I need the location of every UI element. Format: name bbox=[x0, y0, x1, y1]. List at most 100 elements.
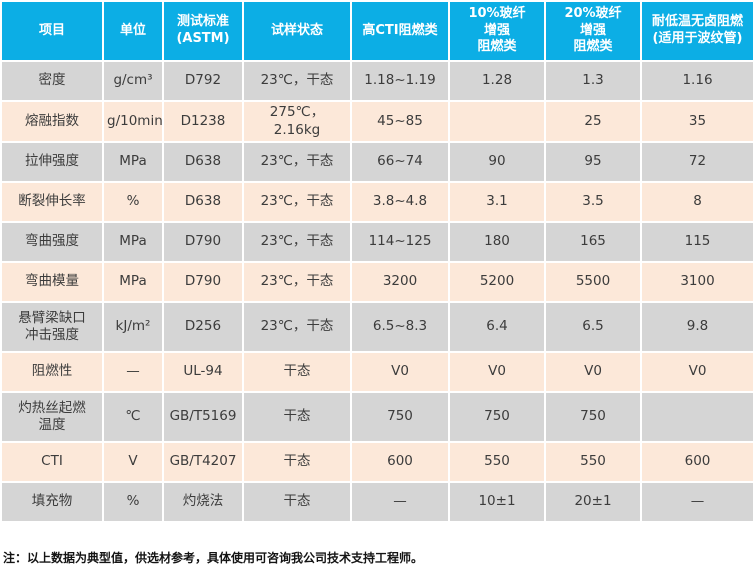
table-row: 填充物% 灼烧法 干态 —10±1 20±1— bbox=[0, 481, 753, 524]
table-row: 弯曲强度 MPa D790 23℃，干态 114~125 180 165 115 bbox=[0, 221, 753, 264]
table-cell: 8 bbox=[640, 181, 753, 224]
table-cell: 600 bbox=[640, 441, 753, 484]
table-cell: 灼烧法 bbox=[162, 481, 244, 524]
table-cell: V0 bbox=[640, 351, 753, 394]
table-cell: 填充物 bbox=[0, 481, 104, 524]
table-cell: 3100 bbox=[640, 261, 753, 304]
table-cell: GB/T5169 bbox=[162, 391, 244, 444]
table-cell: — bbox=[102, 351, 164, 394]
table-cell: kJ/m² bbox=[102, 301, 164, 354]
table-cell: GB/T4207 bbox=[162, 441, 244, 484]
column-header-unit: 单位 bbox=[102, 0, 164, 62]
table-cell: 拉伸强度 bbox=[0, 141, 104, 184]
table-cell: 25 bbox=[544, 99, 642, 144]
table-row: 熔融指数 g/10min D1238 275℃，2.16kg 45~85 25 35 bbox=[0, 99, 753, 144]
table-cell: D1238 bbox=[162, 99, 244, 144]
table-cell: 干态 bbox=[242, 351, 352, 394]
table-cell: D790 bbox=[162, 221, 244, 264]
table-cell: 3.5 bbox=[544, 181, 642, 224]
table-row: 断裂伸长率% D638 23℃，干态 3.8~4.8 3.1 3.5 8 bbox=[0, 181, 753, 224]
table-cell: 66~74 bbox=[350, 141, 450, 184]
column-header-standard: 测试标准 (ASTM) bbox=[162, 0, 244, 62]
table-cell: 95 bbox=[544, 141, 642, 184]
table-cell: D790 bbox=[162, 261, 244, 304]
table-cell: 115 bbox=[640, 221, 753, 264]
table-row: 灼热丝起燃 温度 ℃ GB/T5169 干态 750 750 750 bbox=[0, 391, 753, 444]
table-cell: 3.1 bbox=[448, 181, 546, 224]
table-cell: 35 bbox=[640, 99, 753, 144]
table-row: 弯曲模量 MPa D790 23℃，干态 3200 5200 5500 3100 bbox=[0, 261, 753, 304]
table-cell: 断裂伸长率 bbox=[0, 181, 104, 224]
table-cell: 750 bbox=[448, 391, 546, 444]
table-cell: 3200 bbox=[350, 261, 450, 304]
table-cell: % bbox=[102, 181, 164, 224]
column-header-item: 项目 bbox=[0, 0, 104, 62]
table-row: 拉伸强度 MPa D638 23℃，干态 66~74 90 95 72 bbox=[0, 141, 753, 184]
table-cell: 600 bbox=[350, 441, 450, 484]
table-cell: — bbox=[350, 481, 450, 524]
table-row: 阻燃性 — UL-94 干态 V0 V0 V0 V0 bbox=[0, 351, 753, 394]
table-row: 密度 g/cm³ D792 23℃，干态 1.18~1.19 1.28 1.3 1.16 bbox=[0, 60, 753, 102]
table-cell: V0 bbox=[448, 351, 546, 394]
table-cell: 阻燃性 bbox=[0, 351, 104, 394]
table-cell: 悬臂梁缺口 冲击强度 bbox=[0, 301, 104, 354]
table-cell: 750 bbox=[544, 391, 642, 444]
column-header-sample-state: 试样状态 bbox=[242, 0, 352, 62]
header-row: 项目 单位 测试标准 (ASTM) 试样状态 高CTI阻燃类 10%玻纤 增强 … bbox=[0, 0, 753, 62]
column-header-gf10: 10%玻纤 增强 阻燃类 bbox=[448, 0, 546, 62]
table-cell: 10±1 bbox=[448, 481, 546, 524]
table-cell: CTI bbox=[0, 441, 104, 484]
table-cell: 密度 bbox=[0, 60, 104, 102]
column-header-high-cti: 高CTI阻燃类 bbox=[350, 0, 450, 62]
table-cell: ℃ bbox=[102, 391, 164, 444]
table-cell: 23℃，干态 bbox=[242, 301, 352, 354]
table-cell: 灼热丝起燃 温度 bbox=[0, 391, 104, 444]
table-cell: 熔融指数 bbox=[0, 99, 104, 144]
table-cell: V bbox=[102, 441, 164, 484]
table-cell bbox=[640, 391, 753, 444]
table-cell: 45~85 bbox=[350, 99, 450, 144]
table-cell: 6.5~8.3 bbox=[350, 301, 450, 354]
table-cell: 3.8~4.8 bbox=[350, 181, 450, 224]
table-cell: 90 bbox=[448, 141, 546, 184]
table-cell: 72 bbox=[640, 141, 753, 184]
table-cell: MPa bbox=[102, 261, 164, 304]
table-cell: 550 bbox=[448, 441, 546, 484]
table-cell: g/10min bbox=[102, 99, 164, 144]
spec-table: 项目 单位 测试标准 (ASTM) 试样状态 高CTI阻燃类 10%玻纤 增强 … bbox=[0, 0, 753, 524]
footnote: 注：以上数据为典型值，供选材参考，具体使用可咨询我公司技术支持工程师。 bbox=[3, 551, 424, 566]
table-cell: 6.4 bbox=[448, 301, 546, 354]
table-cell: 23℃，干态 bbox=[242, 141, 352, 184]
table-cell: 23℃，干态 bbox=[242, 60, 352, 102]
table-cell: MPa bbox=[102, 221, 164, 264]
table-row: 悬臂梁缺口 冲击强度 kJ/m² D256 23℃，干态 6.5~8.3 6.4 6.5 9.… bbox=[0, 301, 753, 354]
table-cell: 750 bbox=[350, 391, 450, 444]
table-cell: 6.5 bbox=[544, 301, 642, 354]
table-row: CTI V GB/T4207 干态 600 550 550 600 bbox=[0, 441, 753, 484]
table-cell: 1.18~1.19 bbox=[350, 60, 450, 102]
table-cell: 1.3 bbox=[544, 60, 642, 102]
table-cell: 20±1 bbox=[544, 481, 642, 524]
table-cell: 23℃，干态 bbox=[242, 181, 352, 224]
table-cell: g/cm³ bbox=[102, 60, 164, 102]
table-cell: 1.16 bbox=[640, 60, 753, 102]
table-cell: D638 bbox=[162, 181, 244, 224]
table-cell: D638 bbox=[162, 141, 244, 184]
table-cell: 干态 bbox=[242, 481, 352, 524]
table-cell: 550 bbox=[544, 441, 642, 484]
table-cell bbox=[448, 99, 546, 144]
table-cell: MPa bbox=[102, 141, 164, 184]
table-cell: 180 bbox=[448, 221, 546, 264]
column-header-gf20: 20%玻纤 增强 阻燃类 bbox=[544, 0, 642, 62]
table-cell: % bbox=[102, 481, 164, 524]
table-cell: V0 bbox=[544, 351, 642, 394]
table-cell: V0 bbox=[350, 351, 450, 394]
table-cell: 5200 bbox=[448, 261, 546, 304]
table-cell: 165 bbox=[544, 221, 642, 264]
table-cell: 弯曲强度 bbox=[0, 221, 104, 264]
table-cell: 5500 bbox=[544, 261, 642, 304]
table-cell: — bbox=[640, 481, 753, 524]
table-cell: 干态 bbox=[242, 441, 352, 484]
column-header-low-temp: 耐低温无卤阻燃 (适用于波纹管) bbox=[640, 0, 753, 62]
table-cell: 114~125 bbox=[350, 221, 450, 264]
